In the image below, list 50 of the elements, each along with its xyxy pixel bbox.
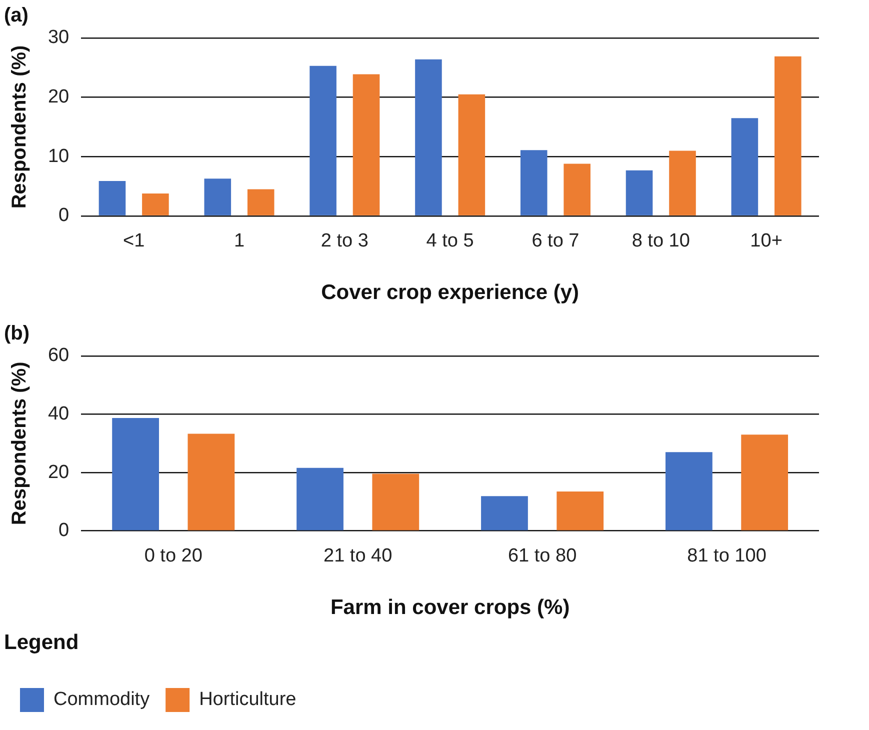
x-axis-title: Farm in cover crops (%) bbox=[330, 596, 570, 619]
x-tick-label: 10+ bbox=[750, 230, 782, 252]
bar bbox=[741, 434, 788, 530]
bar bbox=[98, 180, 126, 216]
bar bbox=[666, 452, 712, 530]
x-tick-label: 8 to 10 bbox=[632, 230, 690, 252]
bar bbox=[556, 491, 604, 530]
y-tick-label: 20 bbox=[48, 462, 70, 483]
bar bbox=[247, 189, 274, 216]
bar bbox=[112, 418, 159, 530]
y-tick-label: 40 bbox=[48, 404, 70, 424]
x-tick-label: 81 to 100 bbox=[687, 545, 766, 566]
x-tick-label: 6 to 7 bbox=[532, 230, 580, 252]
legend-label: Horticulture bbox=[199, 689, 296, 710]
bar bbox=[481, 496, 528, 530]
chart-title: (b) bbox=[4, 322, 30, 345]
x-tick-label: 1 bbox=[234, 230, 245, 252]
y-axis-title: Respondents (%) bbox=[8, 45, 31, 209]
bar bbox=[731, 118, 758, 216]
y-tick-label: 0 bbox=[58, 520, 70, 542]
bar bbox=[352, 74, 380, 216]
x-tick-label: 4 to 5 bbox=[426, 230, 474, 252]
bar bbox=[564, 164, 590, 216]
bar bbox=[372, 474, 420, 530]
y-tick-label: 0 bbox=[58, 205, 70, 226]
legend-title: Legend bbox=[4, 631, 79, 654]
y-tick-label: 60 bbox=[48, 345, 70, 366]
x-axis-title: Cover crop experience (y) bbox=[321, 281, 580, 304]
y-tick-label: 30 bbox=[48, 27, 70, 48]
y-axis-title: Respondents (%) bbox=[8, 362, 31, 526]
x-tick-label: <1 bbox=[123, 230, 145, 252]
y-tick-label: 10 bbox=[48, 146, 70, 167]
legend-label: Commodity bbox=[54, 689, 150, 710]
bar bbox=[669, 150, 696, 216]
x-tick-label: 61 to 80 bbox=[508, 545, 577, 566]
bar bbox=[774, 56, 802, 216]
bar bbox=[458, 94, 486, 216]
bar bbox=[415, 59, 442, 216]
x-tick-label: 0 to 20 bbox=[144, 545, 202, 566]
bar bbox=[310, 66, 336, 216]
y-tick-label: 20 bbox=[48, 86, 70, 108]
bar bbox=[188, 434, 235, 530]
bar bbox=[296, 468, 344, 530]
bar bbox=[626, 170, 653, 216]
x-tick-label: 2 to 3 bbox=[320, 230, 368, 252]
bar bbox=[142, 193, 169, 216]
x-tick-label: 21 to 40 bbox=[324, 545, 392, 566]
bar bbox=[520, 150, 548, 216]
bar bbox=[204, 178, 232, 216]
chart-title: (a) bbox=[4, 4, 28, 27]
